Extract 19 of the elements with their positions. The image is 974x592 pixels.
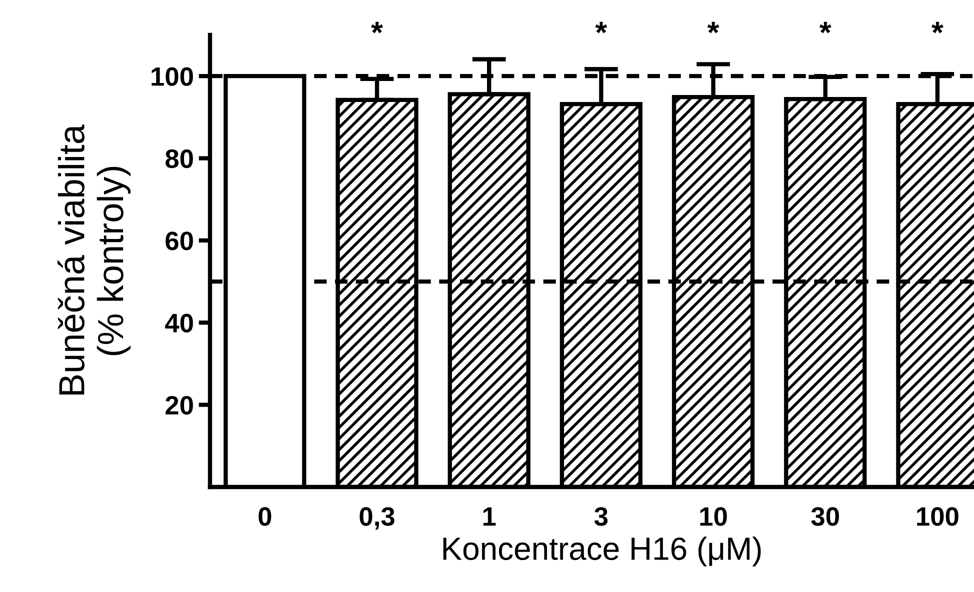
y-tick-label: 80: [166, 149, 193, 168]
x-tick-label: 100: [917, 507, 958, 526]
x-tick-label: 3: [594, 507, 608, 526]
x-tick-label: 1: [483, 507, 496, 526]
y-tick-label: 20: [166, 396, 193, 415]
x-tick-label: 0: [258, 507, 272, 526]
y-tick-label: 40: [165, 314, 193, 332]
data-label: *: [707, 22, 720, 34]
data-label: *: [819, 22, 832, 34]
data-label: *: [371, 22, 383, 34]
y-tick-label: 60: [166, 232, 193, 250]
x-tick-label: 10: [700, 507, 727, 526]
x-tick-label: 30: [811, 507, 839, 526]
data-label: *: [932, 22, 944, 34]
y-axis-title: Buněčná viabilita (% kontroly): [58, 124, 131, 395]
x-axis-title: Koncentrace H16 (μM): [443, 536, 761, 566]
data-label: *: [595, 22, 608, 34]
x-tick-label: 0,3: [360, 507, 394, 530]
y-tick-label: 100: [152, 67, 193, 86]
